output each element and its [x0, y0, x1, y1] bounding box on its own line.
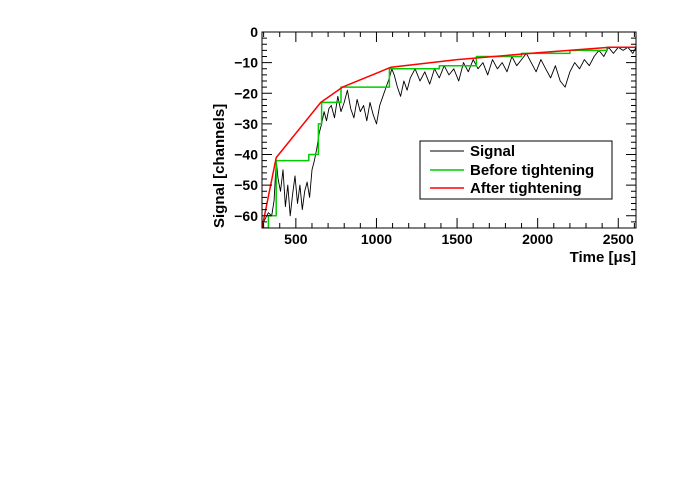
series-line-0: [262, 46, 636, 226]
x-tick-label: 1500: [441, 231, 472, 247]
legend-label-signal: Signal: [470, 143, 515, 160]
x-tick-label: 2000: [522, 231, 553, 247]
y-tick-label: −60: [234, 208, 258, 224]
x-axis-title: Time [μs]: [570, 249, 636, 266]
x-tick-label: 1000: [361, 231, 392, 247]
y-tick-label: −30: [234, 116, 258, 132]
y-tick-label: −10: [234, 55, 258, 71]
y-tick-label: −50: [234, 177, 258, 193]
series-line-2: [262, 46, 636, 228]
series-line-1: [262, 46, 636, 228]
legend-label-after: After tightening: [470, 180, 582, 197]
series-layer: [262, 46, 636, 228]
y-tick-label: −20: [234, 85, 258, 101]
y-axis-title: Signal [channels]: [211, 104, 228, 228]
y-tick-label: −40: [234, 147, 258, 163]
y-tick-label: 0: [250, 24, 258, 40]
x-tick-label: 2500: [603, 231, 634, 247]
x-tick-label: 500: [284, 231, 308, 247]
tick-layer: 500 1000 1500 2000 2500 0 −10 −20 −30 −40 −50 −60: [234, 24, 636, 247]
legend-label-before: Before tightening: [470, 162, 594, 179]
legend: Signal Before tightening After tightenin…: [419, 140, 613, 200]
